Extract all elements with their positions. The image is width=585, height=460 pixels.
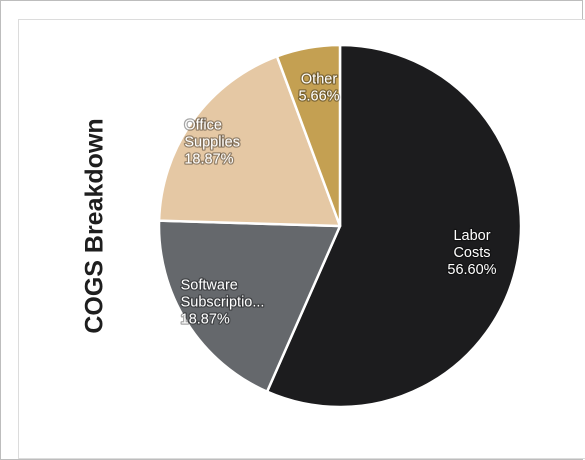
slice-label-0: Labor Costs 56.60%: [447, 228, 496, 278]
slice-value-label: 18.87%: [181, 311, 230, 327]
slice-value-label: 56.60%: [447, 262, 496, 278]
slice-category-label: Costs: [453, 245, 490, 261]
slice-category-label: Supplies: [184, 135, 240, 151]
slice-category-label: Other: [301, 72, 337, 88]
slice-value-label: 18.87%: [184, 152, 233, 168]
slice-category-label: Subscriptio...: [181, 294, 265, 310]
pie-slice-1: [157, 219, 342, 393]
pie-chart: Labor Costs 56.60%Software Subscriptio... 18…: [157, 43, 523, 409]
pie-slice-2: [157, 55, 342, 228]
slice-category-label: Office: [184, 118, 222, 134]
pie-slice-3: [275, 43, 342, 228]
slice-category-label: Labor: [453, 228, 490, 244]
slice-category-label: Software: [181, 277, 238, 293]
slice-label-3: Other 5.66%: [298, 72, 339, 105]
pie-slice-0: [265, 43, 523, 409]
slice-label-2: Office Supplies 18.87%: [184, 118, 240, 168]
slice-label-1: Software Subscriptio... 18.87%: [181, 277, 265, 327]
slice-value-label: 5.66%: [298, 89, 339, 105]
